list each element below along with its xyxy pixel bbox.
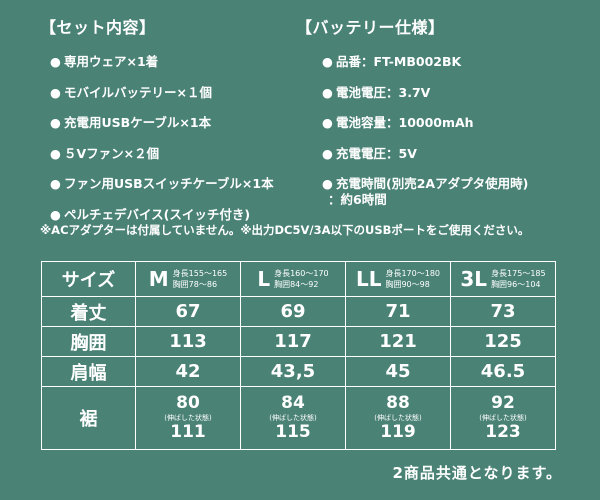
row-label: 肩幅 [41,356,136,387]
list-item: ● ペルチェデバイス(スイッチ付き) [50,206,251,222]
table-cell: 43,5 [240,356,346,387]
adapter-note: ※ACアダプターは付属していません。※出力DC5V/3A以下のUSBポートをご使… [40,223,530,237]
table-row-shoulder: 肩幅 42 43,5 45 46.5 [41,356,556,387]
row-label: 胸囲 [41,326,136,357]
hem-stretched: 115 [275,422,311,442]
size-height: 身長155～165 [172,269,228,278]
size-code: L [257,267,271,291]
size-code: LL [355,267,382,291]
table-row-length: 着丈 67 69 71 73 [41,296,556,327]
bullet-icon: ● [50,206,61,222]
table-header-row: サイズ M 身長155～165 胸囲78～86 L 身長160～170 胸囲84～92 … [41,261,556,297]
table-cell: 117 [240,326,346,357]
size-height: 身長175～185 [491,269,546,278]
hem-note: (伸ばした状態) [269,414,317,422]
common-note: 2商品共通となります。 [392,464,562,482]
bullet-icon: ● [50,54,61,69]
bullet-icon: ● [322,176,333,191]
bullet-icon: ● [50,176,61,191]
size-code: M [148,267,169,291]
set-contents-list: ● 専用ウェア×1着 ● モバイルバッテリー×１個 ● 充電用USBケーブル×1本 ●… [50,54,274,237]
size-chest: 胸囲84～92 [274,280,319,289]
hem-note: (伸ばした状態) [479,414,527,422]
table-cell: 125 [450,326,556,357]
list-item: ● 専用ウェア×1着 [50,54,159,69]
hem-stretched: 119 [380,422,416,442]
table-row-chest: 胸囲 113 117 121 125 [41,326,556,357]
row-label: 着丈 [41,296,136,327]
table-cell: 42 [135,356,241,387]
list-item: ● 充電電圧：5V [322,145,417,161]
bullet-icon: ● [322,115,333,130]
size-table: サイズ M 身長155～165 胸囲78～86 L 身長160～170 胸囲84～92 … [41,261,556,450]
size-code: 3L [460,267,488,291]
list-item: ● モバイルバッテリー×１個 [50,84,212,100]
hem-stretched: 111 [170,422,206,442]
hem-normal: 88 [386,393,410,413]
table-cell: 69 [240,296,346,327]
hem-note: (伸ばした状態) [164,414,212,422]
bullet-icon: ● [322,84,333,100]
list-item: ● 電池容量：10000mAh [322,115,474,130]
size-height: 身長160～170 [274,269,329,278]
size-chest: 胸囲78～86 [172,280,218,289]
bullet-icon: ● [322,54,333,69]
table-cell: 113 [135,326,241,357]
charge-time-value: ：約6時間 [328,192,387,207]
size-chest: 胸囲90～98 [385,280,430,289]
list-item: ● 電池電圧：3.7V [322,84,431,100]
size-column-l: L 身長160～170 胸囲84～92 [240,261,346,297]
size-header-label: サイズ [41,261,136,297]
table-cell: 67 [135,296,241,327]
size-chest: 胸囲96～104 [491,280,541,289]
bullet-icon: ● [50,115,61,130]
hem-stretched: 123 [485,422,521,442]
table-cell: 73 [450,296,556,327]
size-column-m: M 身長155～165 胸囲78～86 [135,261,241,297]
table-cell: 45 [345,356,451,387]
battery-spec-list: ● 品番：FT-MB002BK ● 電池電圧：3.7V ● 電池容量：10000mAh… [322,54,528,223]
bullet-icon: ● [50,84,61,100]
bullet-icon: ● [50,145,61,161]
set-contents-title: 【セット内容】 [40,18,156,37]
list-item: ● ５Vファン×２個 [50,145,160,161]
table-cell: 121 [345,326,451,357]
list-item: ● 充電用USBケーブル×1本 [50,115,212,130]
table-cell: 46.5 [450,356,556,387]
table-cell: 88 (伸ばした状態) 119 [345,386,451,450]
battery-spec-title: 【バッテリー仕様】 [296,18,445,37]
row-label: 裾 [41,386,136,450]
hem-note: (伸ばした状態) [374,414,422,422]
table-cell: 80 (伸ばした状態) 111 [135,386,241,450]
bullet-icon: ● [322,145,333,161]
size-height: 身長170～180 [385,269,441,278]
size-column-3l: 3L 身長175～185 胸囲96～104 [450,261,556,297]
table-cell: 84 (伸ばした状態) 115 [240,386,346,450]
table-row-hem: 裾 80 (伸ばした状態) 111 84 (伸ばした状態) 115 88 (伸ばした状態)… [41,386,556,450]
size-column-ll: LL 身長170～180 胸囲90～98 [345,261,451,297]
hem-normal: 80 [176,393,200,413]
hem-normal: 92 [491,393,515,413]
list-item: ● 充電時間(別売2Aアダプタ使用時) ：約6時間 [322,176,529,207]
list-item: ● 品番：FT-MB002BK [322,54,462,69]
table-cell: 71 [345,296,451,327]
list-item: ● ファン用USBスイッチケーブル×1本 [50,176,274,191]
table-cell: 92 (伸ばした状態) 123 [450,386,556,450]
hem-normal: 84 [281,393,305,413]
